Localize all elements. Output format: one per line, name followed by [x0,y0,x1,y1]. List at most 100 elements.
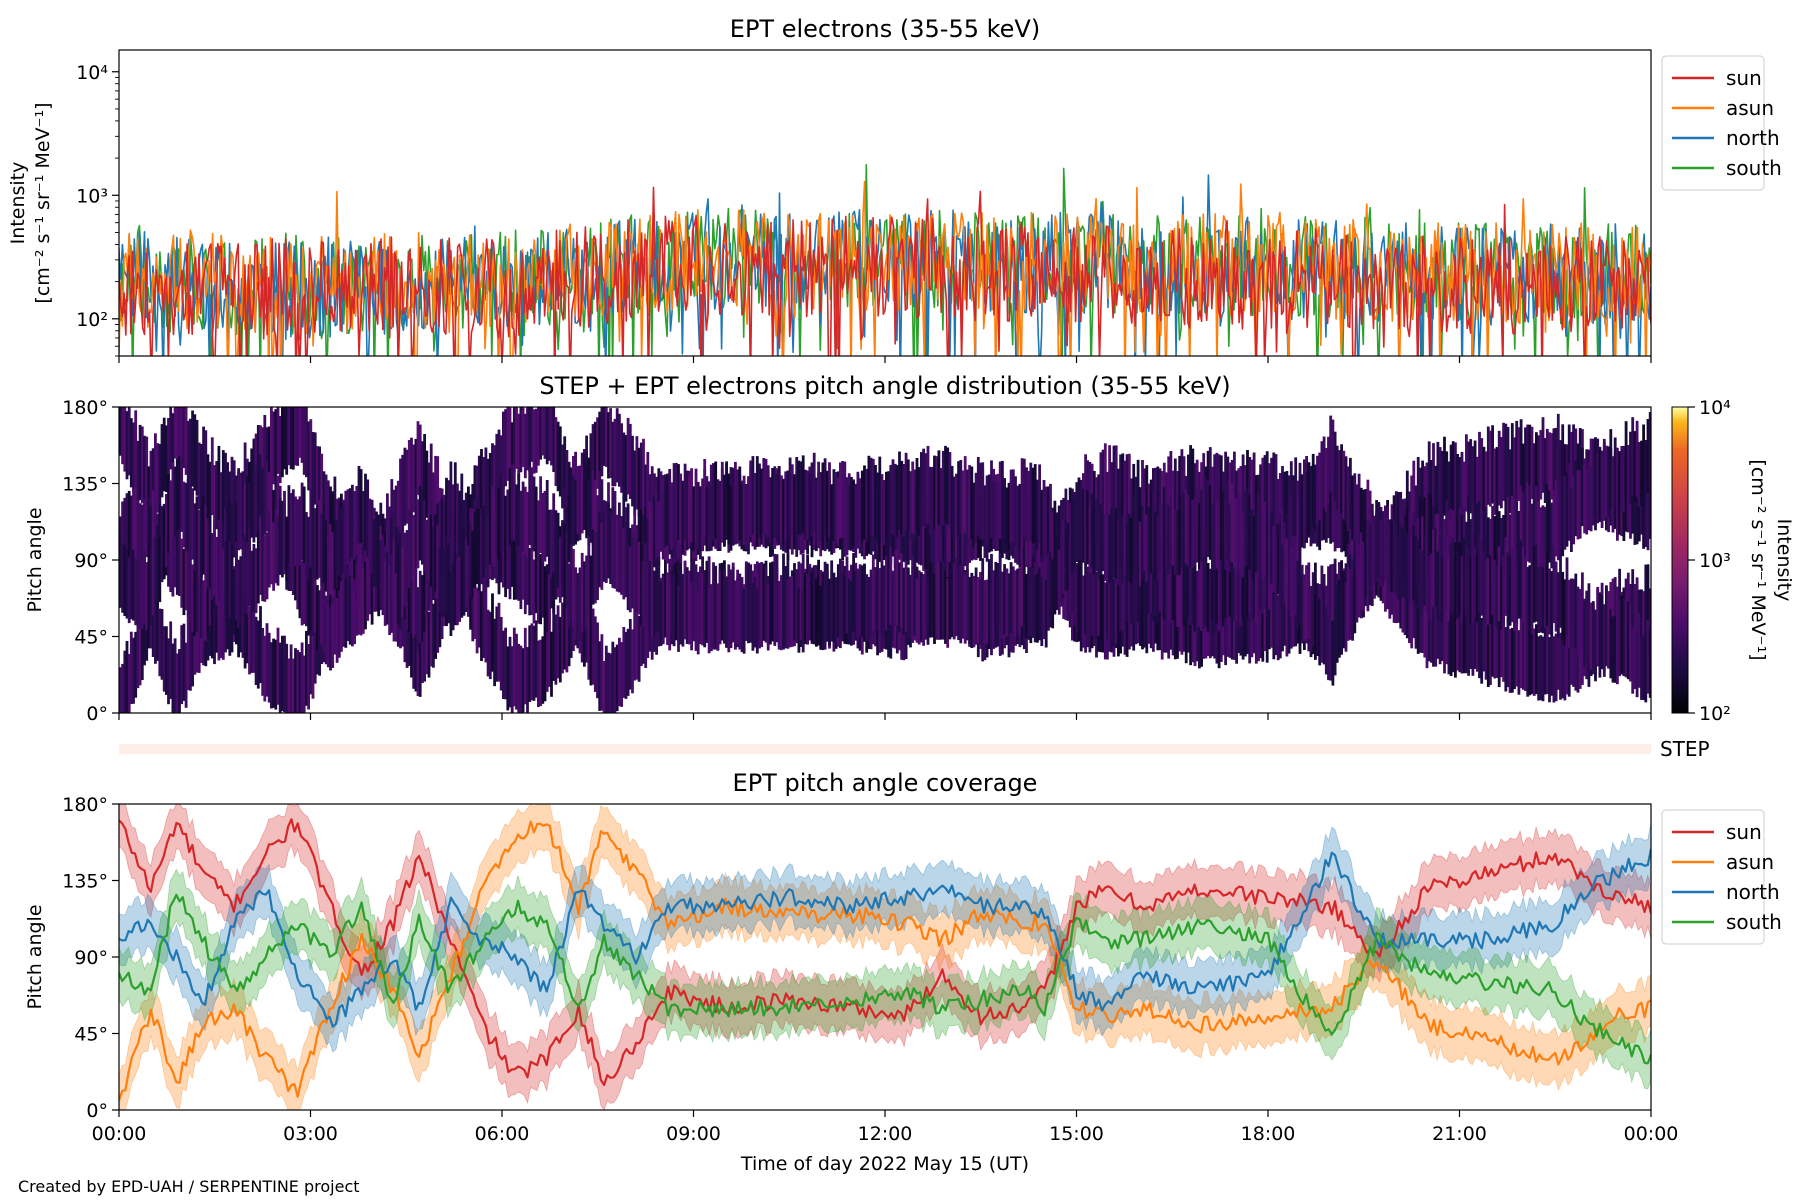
heat-cell [259,454,262,530]
heat-cell [1504,423,1508,501]
heat-cell [488,486,492,565]
heat-cell [1318,598,1322,666]
heat-cell [769,477,772,544]
heat-cell [915,578,919,643]
heat-cell [1235,498,1238,570]
heat-cell [434,514,437,592]
heat-cell [464,538,468,608]
heat-cell [1438,537,1442,612]
heat-cell [1602,609,1606,677]
heat-cell [996,483,1000,550]
heat-cell [1473,546,1477,619]
heat-cell [320,453,324,524]
heat-cell [677,464,680,541]
heat-cell [1419,496,1422,574]
heat-cell [340,541,343,618]
heat-cell [259,606,262,684]
heat-cell [1545,483,1549,560]
heat-cell [429,443,433,521]
heat-cell [998,553,1002,630]
heat-cell [950,558,954,638]
heat-cell [567,598,571,667]
heat-cell [548,407,551,461]
heat-cell [749,564,753,642]
heat-cell [429,595,433,667]
heat-cell [278,497,282,575]
heat-cell [1169,554,1173,624]
heat-cell [1502,515,1505,581]
heat-cell [1243,547,1247,619]
heat-cell [125,493,129,570]
heat-cell [871,554,875,631]
heat-cell [804,469,807,540]
heat-cell [1268,572,1271,650]
heat-cell [305,512,308,578]
heat-cell [1646,564,1650,642]
heat-cell [1469,439,1473,514]
series-north [119,848,1651,1028]
heat-cell [1576,628,1580,693]
heat-cell [970,466,974,540]
heat-cell [1265,556,1269,621]
heat-cell [1508,449,1512,514]
heat-cell [961,470,965,540]
heat-cell [1379,519,1383,586]
heat-cell [893,463,897,537]
heat-cell [1068,541,1072,614]
heat-cell [1502,422,1505,501]
heat-cell [388,526,391,599]
heat-cell [646,562,650,630]
heat-cell [237,472,240,551]
heat-cell [1156,556,1160,623]
heat-cell [1414,536,1418,607]
heat-cell [650,573,654,638]
heat-cell [771,468,774,539]
heat-cell [602,512,606,582]
heat-cell [1644,479,1648,547]
heat-cell [736,470,739,543]
panel-coverage-title: EPT pitch angle coverage [733,769,1038,797]
heat-cell [1589,465,1593,532]
heat-cell [245,587,249,664]
heat-cell [316,446,319,515]
heat-cell [127,490,131,568]
heat-cell [154,433,157,511]
heat-cell [265,532,269,600]
heat-cell [160,424,164,498]
heat-cell [1268,512,1271,583]
heat-cell [1552,636,1556,703]
heat-cell [1283,567,1287,646]
heat-cell [801,588,805,653]
heat-cell [731,476,735,546]
heat-cell [438,501,442,577]
heat-cell [1254,554,1258,622]
heat-cell [596,531,599,601]
heat-cell [817,461,820,537]
heat-cell [1095,571,1098,642]
heat-cell [976,577,980,644]
heat-cell [832,469,836,542]
heat-cell [1447,511,1451,581]
heat-cell [1458,457,1462,524]
heat-cell [1316,455,1319,525]
heat-cell [482,505,486,578]
heat-cell [300,407,304,463]
heat-cell [1644,638,1648,703]
heat-cell [1570,487,1573,552]
heat-cell [545,480,549,557]
heat-cell [1508,514,1512,580]
heat-cell [267,471,271,540]
panel-intensity-ylabel-line1: Intensity [7,162,29,245]
heat-cell [149,505,153,570]
heat-cell [1500,599,1503,678]
heat-cell [370,499,374,575]
heat-cell [1294,483,1298,559]
heat-cell [911,461,915,534]
heat-cell [1576,469,1580,540]
heat-cell [987,474,991,546]
heat-cell [193,414,197,491]
heat-cell [1022,458,1026,538]
heat-cell [232,481,236,558]
heat-cell [407,565,411,632]
heat-cell [939,468,943,534]
